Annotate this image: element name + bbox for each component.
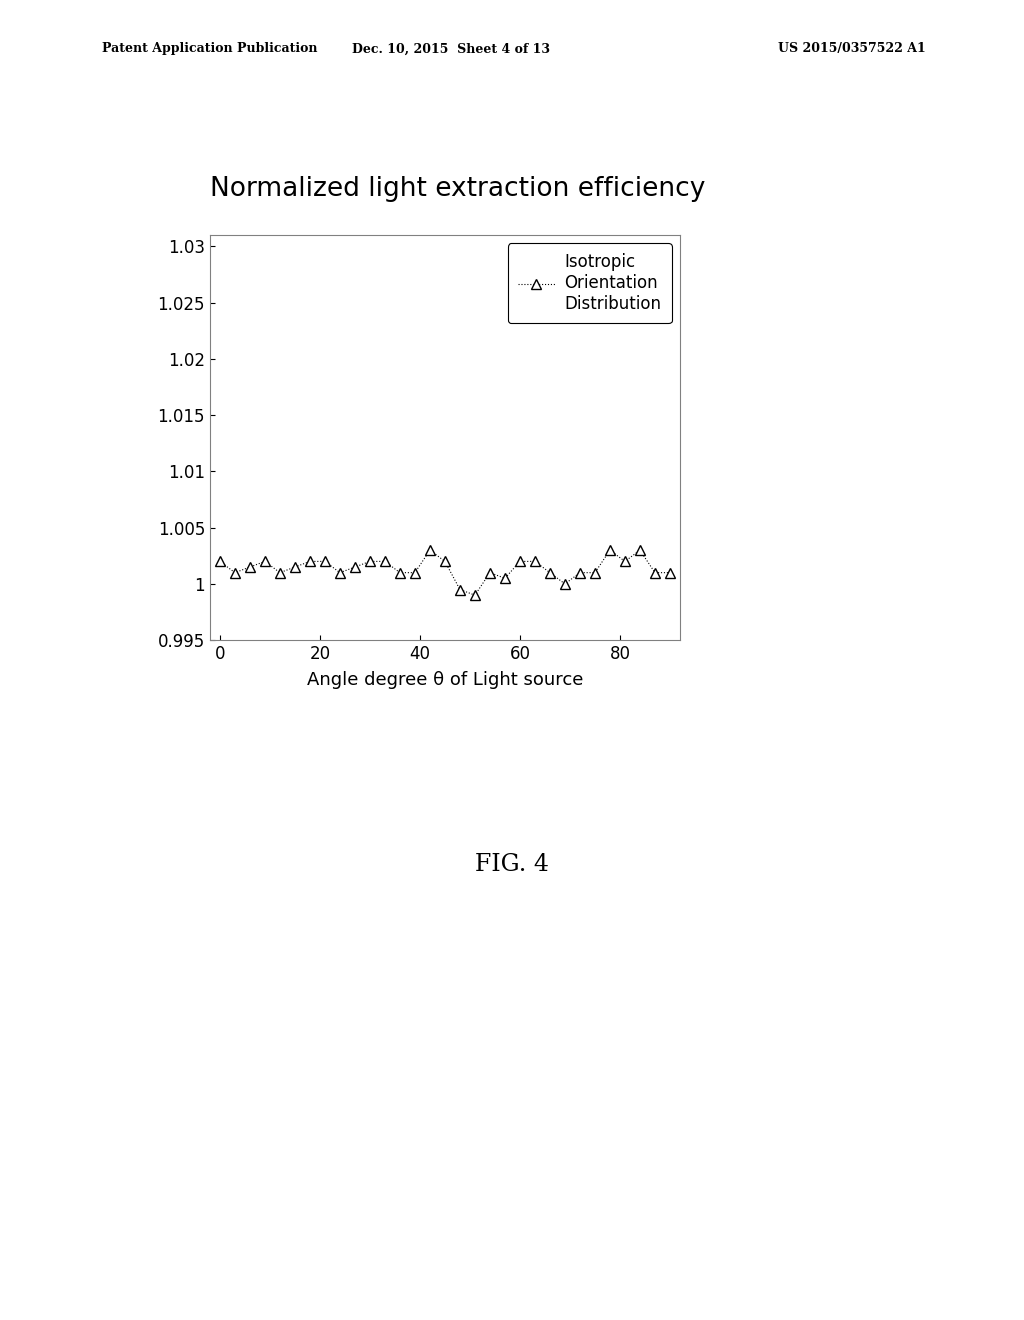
Text: Dec. 10, 2015  Sheet 4 of 13: Dec. 10, 2015 Sheet 4 of 13 [351, 42, 550, 55]
Legend: Isotropic
Orientation
Distribution: Isotropic Orientation Distribution [508, 243, 672, 323]
Text: US 2015/0357522 A1: US 2015/0357522 A1 [778, 42, 926, 55]
Text: Patent Application Publication: Patent Application Publication [102, 42, 317, 55]
Text: FIG. 4: FIG. 4 [475, 853, 549, 876]
X-axis label: Angle degree θ of Light source: Angle degree θ of Light source [307, 672, 583, 689]
Text: Normalized light extraction efficiency: Normalized light extraction efficiency [210, 176, 706, 202]
